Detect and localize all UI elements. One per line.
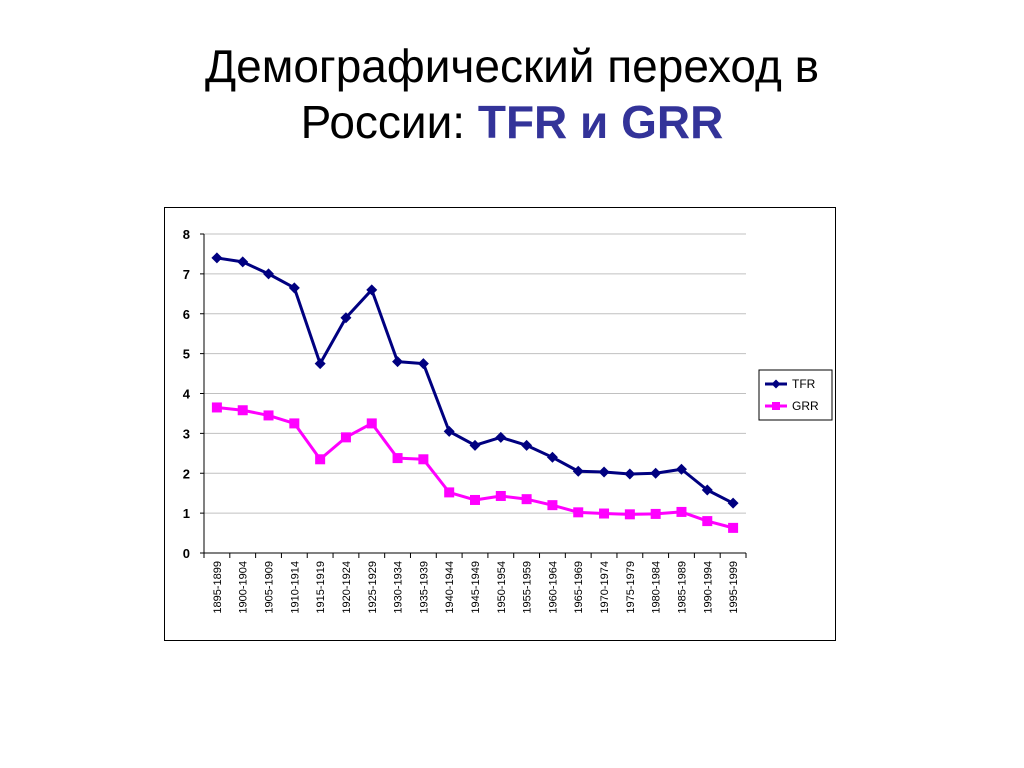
x-tick-label: 1915-1919: [315, 561, 327, 614]
data-point-tfr: [237, 256, 249, 268]
data-point-grr: [495, 490, 506, 501]
x-tick-label: 1925-1929: [367, 561, 379, 614]
data-point-tfr: [546, 451, 558, 463]
data-point-tfr: [340, 312, 352, 324]
x-tick-label: 1960-1964: [547, 561, 559, 614]
x-tick-label: 1955-1959: [522, 561, 534, 614]
data-point-tfr: [263, 268, 275, 280]
x-tick-label: 1990-1994: [702, 561, 714, 614]
data-point-tfr: [469, 439, 481, 451]
y-tick-label: 4: [183, 387, 191, 402]
chart-frame: 0 1 2 3 4 5 6 7 8 1895-1899 1900-1904 1905-1909 1910…: [164, 207, 836, 641]
data-point-grr: [237, 405, 248, 416]
data-point-grr: [418, 454, 429, 465]
data-point-tfr: [727, 497, 739, 509]
data-point-tfr: [495, 431, 507, 443]
data-point-tfr: [521, 439, 533, 451]
x-tick-label: 1965-1969: [573, 561, 585, 614]
data-point-tfr: [211, 252, 223, 264]
data-point-tfr: [443, 425, 455, 437]
x-tick-label: 1940-1944: [444, 561, 456, 614]
data-point-tfr: [624, 468, 636, 480]
legend-marker-grr: [772, 402, 780, 410]
x-tick-label: 1900-1904: [238, 561, 250, 614]
data-point-grr: [315, 454, 326, 465]
legend-box: [758, 369, 833, 421]
data-point-grr: [211, 402, 222, 413]
data-point-grr: [728, 522, 739, 533]
data-point-tfr: [675, 463, 687, 475]
x-tick-label: 1935-1939: [418, 561, 430, 614]
data-point-grr: [573, 507, 584, 518]
data-point-grr: [547, 500, 558, 511]
data-point-grr: [392, 453, 403, 464]
data-point-grr: [470, 494, 480, 505]
legend-label-tfr: TFR: [792, 377, 816, 391]
title-accent: TFR и GRR: [477, 96, 724, 148]
series-line-tfr: [216, 256, 734, 505]
data-point-tfr: [314, 358, 326, 370]
data-point-tfr: [288, 282, 300, 294]
x-tick-label: 1980-1984: [651, 561, 663, 614]
y-tick-label: 3: [183, 426, 190, 441]
x-tick-label: 1910-1914: [289, 561, 301, 614]
y-tick-label: 2: [183, 466, 190, 481]
y-tick-label: 7: [183, 267, 190, 282]
x-tick-label: 1975-1979: [625, 561, 637, 614]
data-point-tfr: [598, 466, 610, 478]
x-tick-label: 1950-1954: [496, 561, 508, 614]
data-point-grr: [521, 494, 532, 505]
x-tick-label: 1945-1949: [470, 561, 482, 614]
data-point-grr: [599, 508, 610, 519]
data-point-tfr: [572, 465, 584, 477]
data-point-grr: [366, 418, 377, 429]
data-point-grr: [444, 487, 455, 498]
data-point-grr: [289, 418, 300, 429]
y-tick-label: 0: [183, 546, 190, 561]
x-tick-label: 1905-1909: [264, 561, 276, 614]
y-tick-label: 8: [183, 227, 190, 242]
legend-label-grr: GRR: [792, 399, 819, 413]
data-point-tfr: [417, 358, 429, 370]
data-point-grr: [650, 508, 661, 519]
y-tick-label: 1: [183, 506, 190, 521]
data-point-grr: [263, 410, 274, 421]
data-point-grr: [702, 516, 713, 527]
data-point-tfr: [701, 484, 713, 496]
y-tick-label: 5: [183, 347, 190, 362]
x-tick-label: 1920-1924: [341, 561, 353, 614]
data-point-tfr: [392, 356, 404, 368]
legend-marker-tfr: [771, 379, 781, 389]
x-tick-label: 1985-1989: [676, 561, 688, 614]
data-point-grr: [624, 509, 635, 520]
line-chart: 0 1 2 3 4 5 6 7 8 1895-1899 1900-1904 1905-1909 1910…: [183, 227, 833, 614]
x-tick-label: 1970-1974: [599, 561, 611, 614]
x-tick-label: 1895-1899: [212, 561, 224, 614]
title-line-1: Демографический переход в: [204, 40, 820, 92]
title-prefix: России:: [300, 96, 478, 148]
y-tick-label: 6: [183, 307, 190, 322]
title-line-2: России: TFR и GRR: [0, 94, 1024, 150]
x-tick-label: 1995-1999: [728, 561, 740, 614]
slide-title: Демографический переход в России: TFR и …: [0, 38, 1024, 150]
x-tick-label: 1930-1934: [393, 561, 405, 614]
data-point-tfr: [650, 467, 662, 479]
data-point-grr: [676, 506, 687, 517]
data-point-tfr: [366, 284, 378, 296]
data-point-grr: [340, 432, 351, 443]
